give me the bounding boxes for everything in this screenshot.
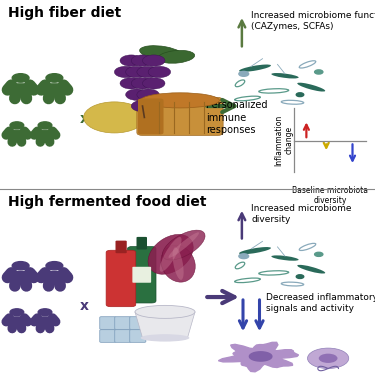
Text: High fermented food diet: High fermented food diet xyxy=(8,195,206,209)
Circle shape xyxy=(319,354,338,363)
FancyBboxPatch shape xyxy=(128,246,156,303)
Circle shape xyxy=(126,66,148,78)
Circle shape xyxy=(12,74,29,82)
Circle shape xyxy=(46,262,63,270)
Text: High fiber diet: High fiber diet xyxy=(8,6,121,20)
Circle shape xyxy=(12,262,29,270)
FancyBboxPatch shape xyxy=(100,330,116,342)
Circle shape xyxy=(148,66,171,78)
Circle shape xyxy=(142,55,165,66)
Polygon shape xyxy=(45,84,63,93)
Circle shape xyxy=(38,309,52,316)
Circle shape xyxy=(239,254,249,259)
FancyBboxPatch shape xyxy=(115,317,131,329)
Ellipse shape xyxy=(158,50,195,63)
Ellipse shape xyxy=(160,237,182,272)
Polygon shape xyxy=(11,272,30,280)
Text: Baseline microbiota
diversity: Baseline microbiota diversity xyxy=(292,186,368,205)
Circle shape xyxy=(296,275,304,279)
FancyBboxPatch shape xyxy=(106,250,136,307)
Circle shape xyxy=(315,252,323,257)
Text: Inflammation
change: Inflammation change xyxy=(274,114,294,166)
Ellipse shape xyxy=(141,334,189,342)
FancyBboxPatch shape xyxy=(130,330,146,342)
FancyBboxPatch shape xyxy=(136,237,147,249)
Text: x: x xyxy=(80,299,89,314)
Circle shape xyxy=(296,93,304,97)
FancyBboxPatch shape xyxy=(130,317,146,329)
Polygon shape xyxy=(38,317,52,324)
Circle shape xyxy=(46,74,63,82)
Polygon shape xyxy=(45,272,63,280)
FancyBboxPatch shape xyxy=(137,98,223,135)
Ellipse shape xyxy=(239,247,271,254)
Circle shape xyxy=(10,309,24,316)
Ellipse shape xyxy=(141,93,219,108)
Polygon shape xyxy=(249,352,272,361)
Circle shape xyxy=(308,348,349,369)
Text: Personalized
immune
responses: Personalized immune responses xyxy=(206,100,268,135)
FancyBboxPatch shape xyxy=(116,241,127,253)
Circle shape xyxy=(10,122,24,129)
Circle shape xyxy=(38,122,52,129)
Ellipse shape xyxy=(168,232,199,258)
Ellipse shape xyxy=(239,64,271,72)
Ellipse shape xyxy=(162,230,205,260)
Circle shape xyxy=(126,89,148,101)
Circle shape xyxy=(315,70,323,74)
Polygon shape xyxy=(9,317,24,324)
Polygon shape xyxy=(11,84,30,93)
Circle shape xyxy=(131,55,154,66)
Circle shape xyxy=(131,100,154,112)
FancyBboxPatch shape xyxy=(132,267,151,283)
Ellipse shape xyxy=(172,248,184,280)
Ellipse shape xyxy=(161,245,195,282)
Text: Increased microbiome
diversity: Increased microbiome diversity xyxy=(251,204,352,224)
Circle shape xyxy=(239,71,249,76)
Ellipse shape xyxy=(297,82,325,92)
Ellipse shape xyxy=(135,305,195,318)
Text: Increased microbiome function
(CAZymes, SCFAs): Increased microbiome function (CAZymes, … xyxy=(251,11,375,31)
Circle shape xyxy=(120,78,142,89)
FancyBboxPatch shape xyxy=(115,330,131,342)
Polygon shape xyxy=(135,312,195,338)
Ellipse shape xyxy=(272,73,298,78)
Ellipse shape xyxy=(140,46,183,60)
Ellipse shape xyxy=(148,234,193,274)
Polygon shape xyxy=(38,130,52,137)
Text: x: x xyxy=(80,112,89,126)
Text: Decreased inflammatory
signals and activity: Decreased inflammatory signals and activ… xyxy=(266,293,375,313)
Circle shape xyxy=(84,102,145,133)
Ellipse shape xyxy=(272,255,298,261)
Circle shape xyxy=(142,78,165,89)
Polygon shape xyxy=(218,342,298,372)
Circle shape xyxy=(137,66,159,78)
Circle shape xyxy=(137,89,159,101)
Circle shape xyxy=(120,55,142,66)
Ellipse shape xyxy=(297,265,325,273)
Circle shape xyxy=(114,66,137,78)
FancyBboxPatch shape xyxy=(100,317,116,329)
Polygon shape xyxy=(9,130,24,137)
Circle shape xyxy=(131,78,154,89)
FancyBboxPatch shape xyxy=(138,99,164,135)
